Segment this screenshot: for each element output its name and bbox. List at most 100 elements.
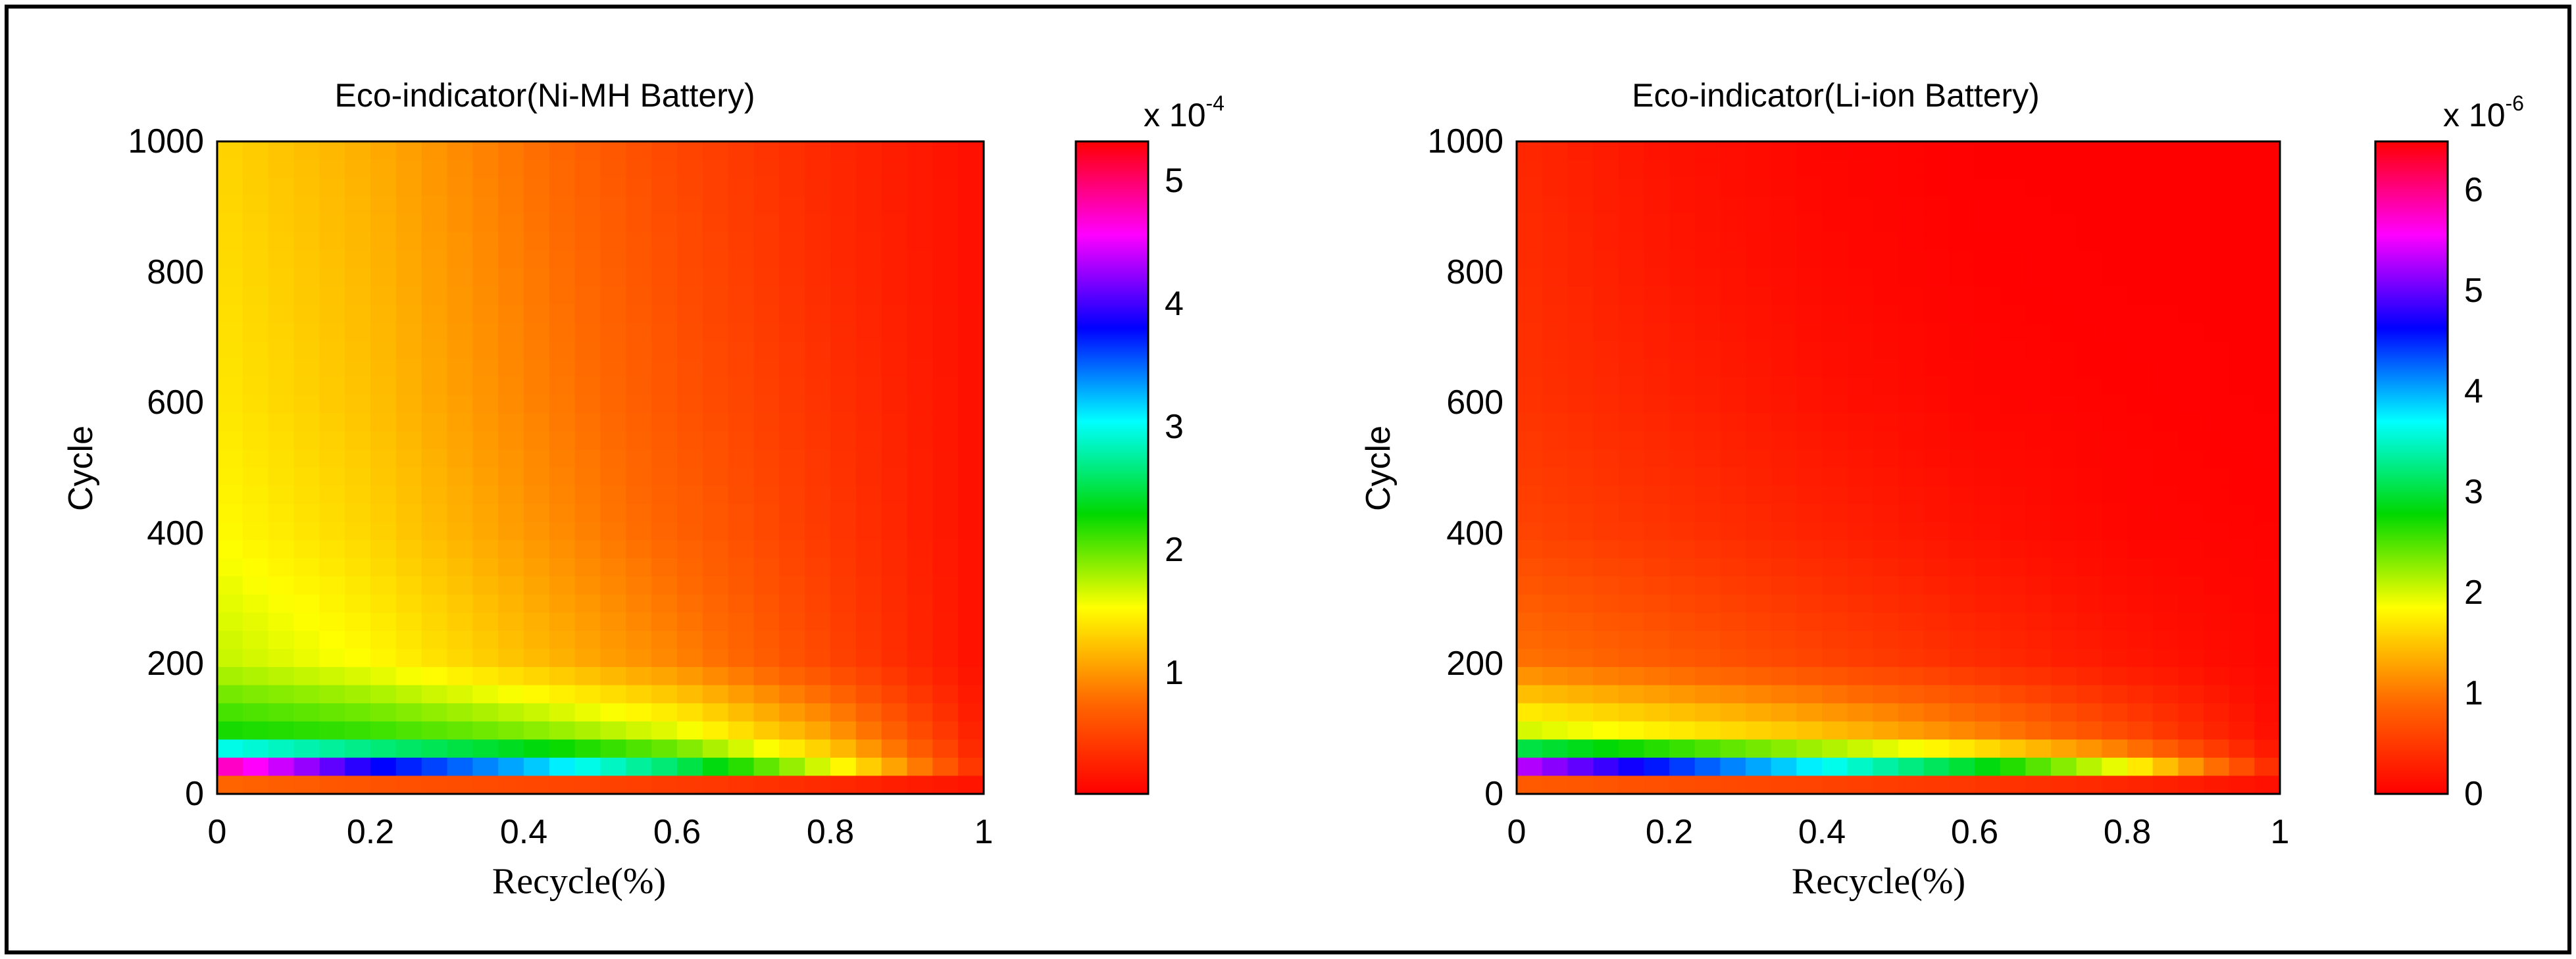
heatmap-cell: [447, 341, 474, 360]
heatmap-cell: [1669, 468, 1696, 487]
x-tick-label: 0.6: [653, 813, 701, 851]
heatmap-cell: [1644, 757, 1670, 777]
heatmap-cell: [2076, 250, 2103, 269]
heatmap-cell: [1720, 667, 1746, 686]
heatmap-cell: [1567, 703, 1594, 722]
heatmap-cell: [370, 377, 397, 396]
heatmap-cell: [805, 468, 831, 487]
heatmap-cell: [907, 721, 934, 741]
heatmap-cell: [447, 612, 474, 631]
heatmap-cell: [805, 775, 831, 795]
heatmap-cell: [1873, 358, 1899, 378]
heatmap-cell: [728, 250, 755, 269]
heatmap-cell: [1720, 449, 1746, 468]
heatmap-cell: [2102, 757, 2128, 777]
heatmap-cell: [1949, 395, 1975, 414]
heatmap-cell: [2000, 305, 2027, 324]
heatmap-cell: [524, 395, 550, 414]
heatmap-cell: [1847, 178, 1874, 197]
colorbar-tick-label: 1: [1165, 654, 1184, 692]
heatmap-cell: [2204, 341, 2230, 360]
heatmap-cell: [293, 667, 320, 686]
heatmap-cell: [932, 721, 959, 741]
heatmap-cell: [472, 449, 499, 468]
x-tick-label: 1: [974, 813, 994, 851]
heatmap-cell: [472, 576, 499, 595]
heatmap-cell: [651, 377, 678, 396]
heatmap-cell: [932, 576, 959, 595]
heatmap-cell: [728, 558, 755, 578]
heatmap-cell: [370, 775, 397, 795]
chart-title: Eco-indicator(Ni-MH Battery): [334, 77, 755, 114]
heatmap-cell: [958, 358, 984, 378]
heatmap-cell: [1618, 286, 1645, 305]
heatmap-cell: [1694, 649, 1721, 668]
heatmap-cell: [1975, 395, 2001, 414]
heatmap-cell: [2204, 449, 2230, 468]
heatmap-cell: [2178, 286, 2204, 305]
heatmap-cell: [1694, 305, 1721, 324]
heatmap-cell: [1898, 268, 1925, 287]
heatmap-cell: [1720, 322, 1746, 341]
heatmap-cell: [1669, 685, 1696, 704]
heatmap-cell: [855, 286, 882, 305]
heatmap-cell: [1542, 159, 1569, 178]
heatmap-cell: [2076, 757, 2103, 777]
heatmap-cell: [2178, 631, 2204, 650]
heatmap-cell: [268, 214, 295, 233]
heatmap-cell: [753, 341, 780, 360]
heatmap-cell: [2254, 757, 2281, 777]
heatmap-cell: [1517, 721, 1543, 741]
heatmap-cell: [319, 322, 345, 341]
heatmap-cell: [242, 305, 269, 324]
heatmap-cell: [293, 739, 320, 758]
heatmap-cell: [2025, 667, 2052, 686]
y-tick-label: 800: [147, 253, 204, 291]
heatmap-cell: [2229, 485, 2256, 504]
heatmap-cell: [2152, 558, 2179, 578]
heatmap-cell: [1694, 558, 1721, 578]
heatmap-cell: [1694, 431, 1721, 451]
heatmap-cell: [2229, 322, 2256, 341]
heatmap-cell: [753, 540, 780, 559]
heatmap-cell: [1542, 341, 1569, 360]
heatmap-cell: [958, 612, 984, 631]
heatmap-cell: [1796, 504, 1823, 523]
heatmap-cell: [1517, 558, 1543, 578]
heatmap-cell: [2178, 612, 2204, 631]
heatmap-cell: [1898, 667, 1925, 686]
heatmap-cell: [907, 576, 934, 595]
heatmap-cell: [1644, 358, 1670, 378]
heatmap-cell: [1567, 286, 1594, 305]
heatmap-cell: [2000, 721, 2027, 741]
heatmap-cell: [524, 721, 550, 741]
heatmap-cell: [2127, 232, 2154, 251]
heatmap-cell: [600, 214, 627, 233]
heatmap-cell: [217, 159, 243, 178]
heatmap-cell: [1746, 522, 1772, 541]
heatmap-cell: [2076, 558, 2103, 578]
heatmap-cell: [1517, 649, 1543, 668]
heatmap-cell: [2076, 685, 2103, 704]
heatmap-cell: [1949, 685, 1975, 704]
y-tick-label: 800: [1446, 253, 1503, 291]
heatmap-cell: [2152, 322, 2179, 341]
heatmap-cell: [1949, 413, 1975, 432]
heatmap-cell: [830, 612, 857, 631]
heatmap-cell: [932, 485, 959, 504]
heatmap-cell: [2229, 214, 2256, 233]
heatmap-cell: [1593, 358, 1619, 378]
heatmap-cell: [805, 431, 831, 451]
heatmap-cell: [2152, 649, 2179, 668]
heatmap-cell: [1669, 775, 1696, 795]
heatmap-cell: [2254, 468, 2281, 487]
heatmap-cell: [421, 358, 448, 378]
heatmap-cell: [1567, 214, 1594, 233]
heatmap-cell: [549, 703, 576, 722]
heatmap-cell: [1567, 649, 1594, 668]
heatmap-cell: [1567, 195, 1594, 215]
heatmap-cell: [447, 522, 474, 541]
heatmap-cell: [907, 141, 934, 160]
heatmap-cell: [1873, 612, 1899, 631]
heatmap-cell: [2025, 232, 2052, 251]
